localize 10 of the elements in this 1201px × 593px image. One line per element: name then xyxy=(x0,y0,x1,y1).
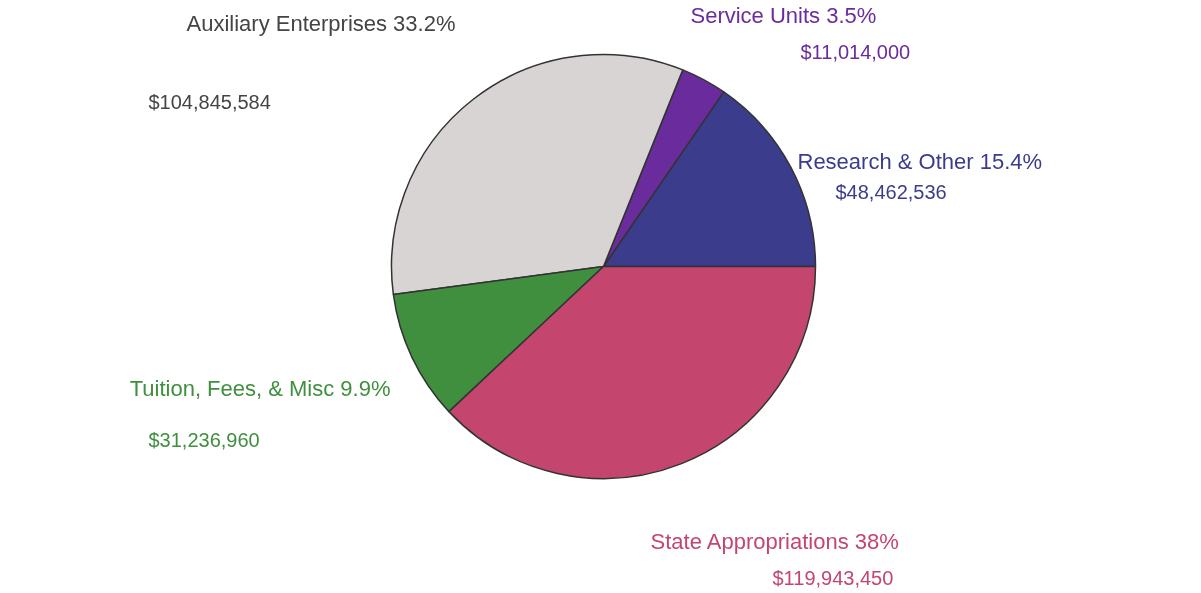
slice-label: Tuition, Fees, & Misc 9.9% xyxy=(129,375,391,401)
text: $31,236,960 xyxy=(148,428,260,451)
slice-label: Service Units 3.5% xyxy=(690,2,877,28)
slice-label: State Appropriations 38% xyxy=(650,528,899,554)
text: $48,462,536 xyxy=(835,180,947,203)
slice-label: Research & Other 15.4% xyxy=(797,148,1043,174)
text: $119,943,450 xyxy=(772,566,894,589)
text: $11,014,000 xyxy=(800,40,911,63)
slice-label: Auxiliary Enterprises 33.2% xyxy=(186,10,456,36)
text: $104,845,584 xyxy=(148,90,271,113)
